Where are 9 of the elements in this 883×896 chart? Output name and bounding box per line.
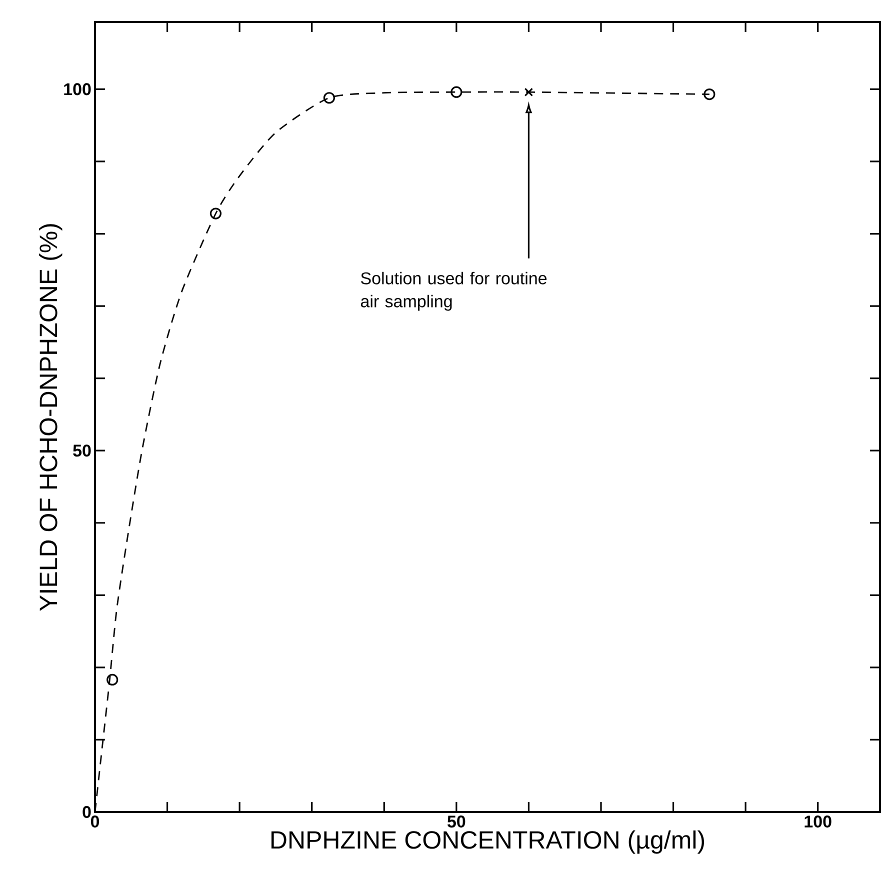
annotation: Solution used for routine air sampling	[360, 272, 547, 311]
y-tick-label: 100	[64, 83, 91, 96]
x-axis-title: DNPHZINE CONCENTRATION (µg/ml)	[271, 830, 704, 854]
x-tick-label: 50	[447, 816, 466, 828]
x-tick-label: 100	[804, 816, 832, 828]
y-tick-label: 50	[73, 444, 91, 457]
x-tick-label: 0	[90, 816, 100, 828]
y-tick-label: 0	[82, 806, 91, 818]
y-axis-title: YIELD OF HCHO-DNPHZONE (%)	[38, 224, 62, 611]
